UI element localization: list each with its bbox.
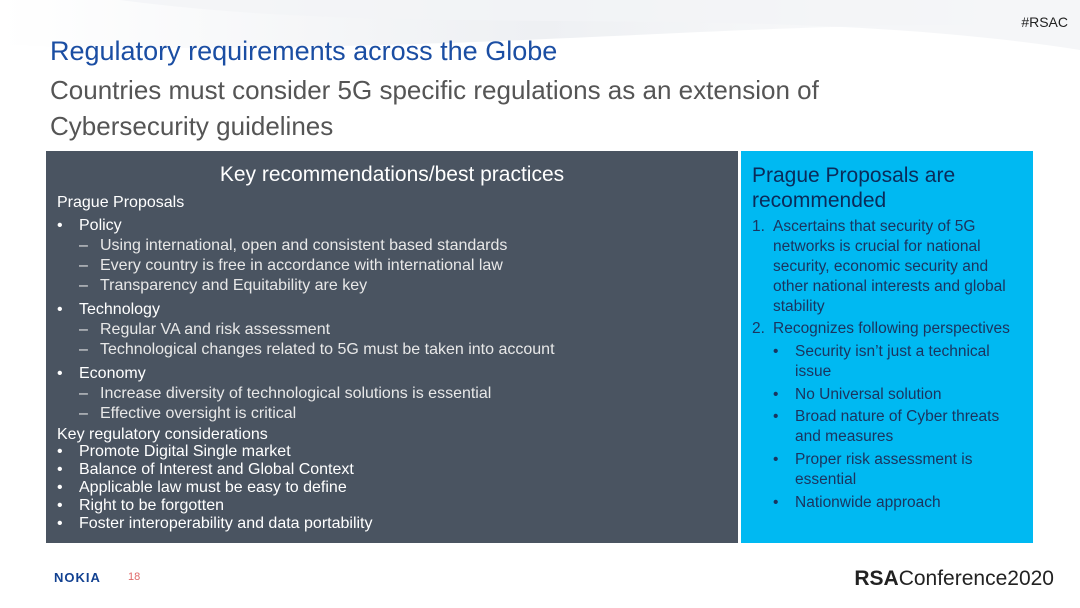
item-text: Ascertains that security of 5G networks …: [773, 218, 1006, 315]
bullet-economy: • Economy: [57, 365, 146, 382]
hashtag-rsac: #RSAC: [1021, 14, 1068, 30]
perspective-item: • Proper risk assessment is essential: [773, 451, 973, 488]
header-swoosh-graphic: [0, 0, 1080, 50]
prague-proposals-title: Prague Proposals are recommended: [752, 164, 956, 212]
sub-bullet: – Effective oversight is critical: [79, 405, 297, 422]
consideration-item: • Balance of Interest and Global Context: [57, 461, 354, 478]
sub-bullet: – Every country is free in accordance wit…: [79, 257, 503, 274]
consideration-item: • Right to be forgotten: [57, 497, 224, 514]
section-key-regulatory: Key regulatory considerations: [57, 426, 268, 443]
numbered-item-2: 2. Recognizes following perspectives: [752, 319, 1022, 339]
prague-proposals-panel: [741, 151, 1033, 543]
bullet-policy: • Policy: [57, 217, 122, 234]
sub-bullet: – Using international, open and consisten…: [79, 237, 508, 254]
consideration-item: • Foster interoperability and data portab…: [57, 515, 373, 532]
item-number: 1.: [752, 218, 765, 235]
recommendations-panel: [46, 151, 738, 543]
slide-title: Regulatory requirements across the Globe: [50, 36, 558, 66]
perspective-item: • Security isn’t just a technical issue: [773, 343, 990, 380]
sub-bullet: – Regular VA and risk assessment: [79, 321, 331, 338]
sub-bullet: – Technological changes related to 5G mus…: [79, 341, 555, 358]
perspective-item: • Broad nature of Cyber threats and measu…: [773, 408, 1000, 445]
item-text: Recognizes following perspectives: [773, 320, 1010, 337]
page-number: 18: [128, 571, 141, 583]
item-number: 2.: [752, 320, 765, 337]
numbered-item-1: 1. Ascertains that security of 5G networ…: [752, 217, 1022, 317]
bullet-technology: • Technology: [57, 301, 160, 318]
slide-subtitle: Countries must consider 5G specific regu…: [50, 75, 819, 141]
sub-bullet: – Increase diversity of technological sol…: [79, 385, 492, 402]
perspective-item: • Nationwide approach: [773, 494, 941, 511]
recommendations-heading: Key recommendations/best practices: [219, 163, 565, 186]
section-prague-proposals: Prague Proposals: [57, 194, 185, 211]
sub-bullet: – Transparency and Equitability are key: [79, 277, 368, 294]
nokia-logo: NOKIA: [54, 570, 101, 585]
consideration-item: • Applicable law must be easy to define: [57, 479, 347, 496]
consideration-item: • Promote Digital Single market: [57, 443, 291, 460]
perspective-item: • No Universal solution: [773, 386, 942, 403]
rsa-conference-logo: RSAConference2020: [854, 567, 1054, 590]
